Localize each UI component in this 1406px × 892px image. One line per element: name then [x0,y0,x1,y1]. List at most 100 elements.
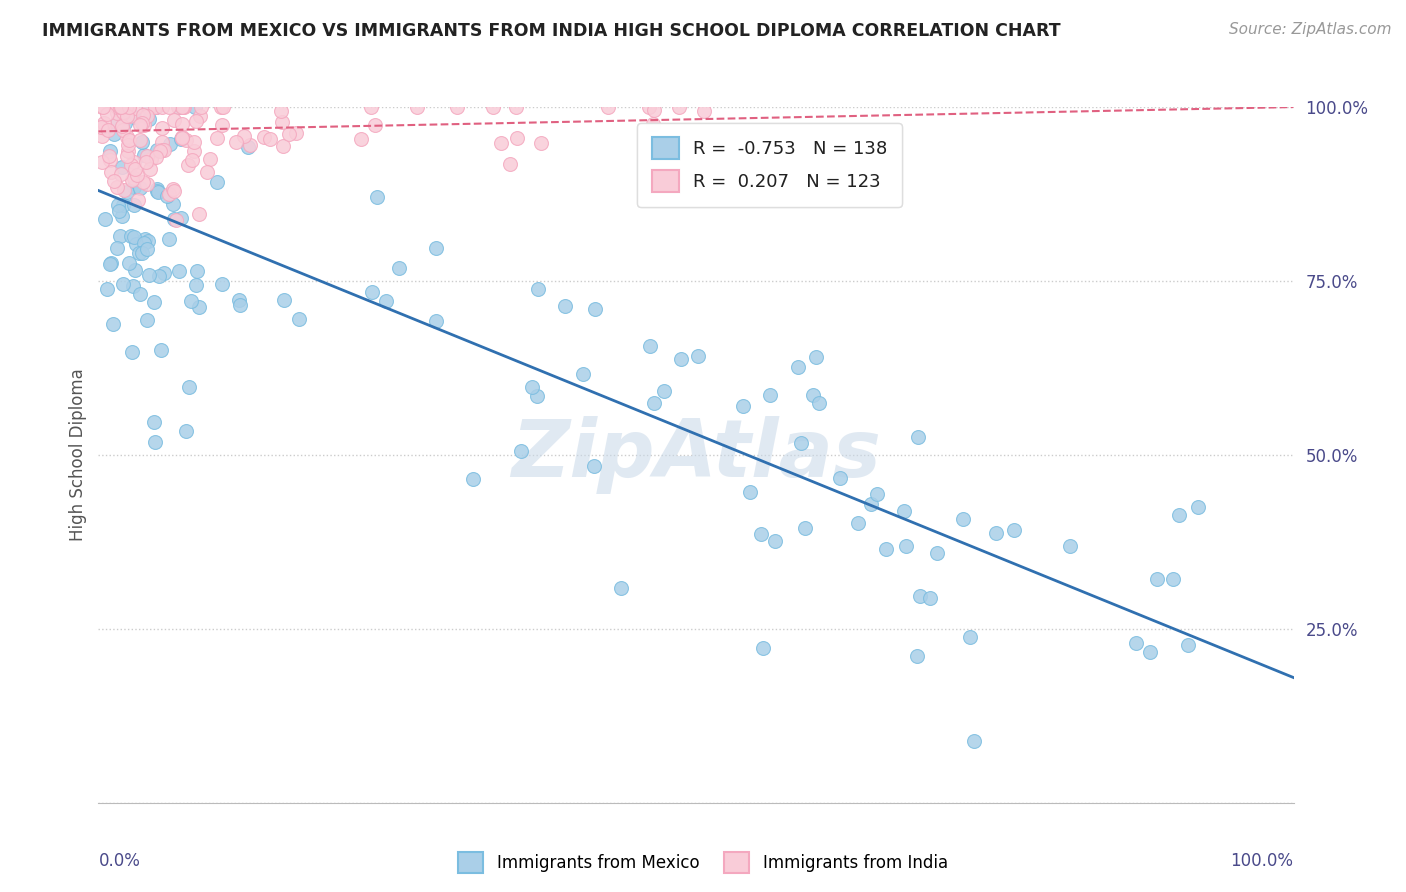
Point [211,118,233,132]
Point [162,182,184,196]
Point [190,109,212,123]
Point [481,100,503,114]
Point [688,349,710,363]
Point [105,115,128,129]
Point [180,294,202,309]
Point [125,168,148,182]
Point [112,106,135,120]
Point [749,527,772,541]
Point [122,198,145,212]
Point [120,158,142,172]
Point [115,100,138,114]
Point [405,100,427,114]
Point [288,311,311,326]
Point [209,100,232,114]
Point [139,100,162,114]
Point [118,133,141,147]
Point [122,279,145,293]
Point [114,116,136,130]
Point [609,581,631,595]
Point [195,165,218,179]
Point [143,415,166,429]
Point [526,282,548,296]
Point [100,256,122,270]
Point [1146,572,1168,586]
Point [229,298,252,312]
Point [96,107,118,121]
Point [793,521,815,535]
Point [270,104,292,119]
Point [134,232,156,246]
Point [598,100,620,114]
Point [136,234,159,248]
Point [121,345,143,359]
Text: 0.0%: 0.0% [98,852,141,870]
Point [374,293,396,308]
Point [153,266,176,280]
Point [188,207,211,221]
Point [132,236,155,251]
Point [461,472,484,486]
Point [176,133,198,147]
Legend: R =  -0.753   N = 138, R =  0.207   N = 123: R = -0.753 N = 138, R = 0.207 N = 123 [637,123,903,207]
Point [520,380,543,394]
Point [115,129,138,144]
Point [638,339,661,353]
Point [510,444,533,458]
Point [150,135,173,149]
Point [669,352,692,367]
Point [489,136,512,150]
Point [388,260,411,275]
Point [284,127,307,141]
Point [93,120,115,135]
Point [643,103,665,117]
Point [97,149,120,163]
Point [153,144,176,158]
Point [125,237,148,252]
Point [425,314,447,328]
Point [530,136,553,150]
Point [143,435,166,450]
Point [167,100,190,114]
Point [1059,539,1081,553]
Point [1161,572,1184,586]
Point [207,175,229,189]
Point [572,368,595,382]
Point [124,162,146,177]
Point [1125,635,1147,649]
Point [150,120,173,135]
Point [117,144,139,158]
Point [157,100,180,114]
Point [253,129,276,144]
Point [98,153,121,167]
Point [115,185,138,199]
Point [110,161,132,175]
Point [145,100,167,114]
Point [271,138,294,153]
Point [108,100,131,114]
Point [111,104,134,119]
Point [641,117,664,131]
Point [150,143,173,157]
Point [236,140,259,154]
Point [169,263,191,277]
Point [108,204,131,219]
Point [181,153,204,167]
Point [110,229,132,244]
Point [135,155,157,169]
Point [278,127,301,141]
Point [111,209,134,223]
Point [506,131,529,145]
Point [786,359,808,374]
Point [205,131,228,145]
Point [554,299,576,313]
Point [111,120,134,134]
Point [110,100,132,114]
Point [875,541,897,556]
Point [925,546,948,560]
Point [733,399,755,413]
Point [643,396,665,410]
Point [763,533,786,548]
Point [118,100,141,114]
Point [225,136,247,150]
